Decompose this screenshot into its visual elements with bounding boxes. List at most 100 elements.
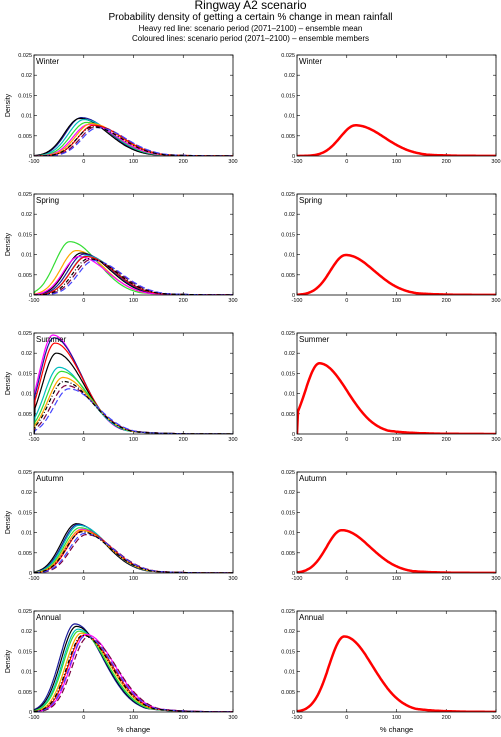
y-axis-label: Density bbox=[5, 93, 12, 117]
density-curve-0 bbox=[297, 635, 496, 712]
y-tick-label: 0.02 bbox=[21, 73, 32, 79]
x-tick-label: 200 bbox=[442, 576, 451, 582]
y-tick-label: 0.005 bbox=[18, 551, 32, 557]
y-tick-label: 0.01 bbox=[21, 114, 32, 120]
y-tick-label: 0 bbox=[29, 154, 32, 160]
density-curve-8 bbox=[34, 635, 233, 712]
curve-group bbox=[34, 241, 233, 295]
y-tick-label: 0.015 bbox=[18, 232, 32, 238]
x-tick-label: 100 bbox=[129, 159, 138, 165]
y-axis-label: Density bbox=[5, 510, 12, 534]
x-tick-label: 100 bbox=[129, 576, 138, 582]
x-tick-label: 200 bbox=[179, 298, 188, 304]
y-tick-label: 0.02 bbox=[284, 212, 295, 218]
y-tick-label: 0.015 bbox=[281, 232, 295, 238]
x-tick-label: 100 bbox=[392, 437, 401, 443]
y-tick-label: 0.025 bbox=[18, 470, 32, 476]
y-tick-label: 0.005 bbox=[18, 412, 32, 418]
panel-title: Annual bbox=[36, 613, 61, 622]
axes-box bbox=[33, 610, 234, 713]
y-tick-label: 0.025 bbox=[18, 331, 32, 337]
panel-title: Annual bbox=[299, 613, 324, 622]
y-tick-label: 0.025 bbox=[18, 609, 32, 615]
y-tick-label: 0.005 bbox=[18, 690, 32, 696]
panel-title: Autumn bbox=[36, 474, 64, 483]
x-tick-label: -100 bbox=[28, 159, 39, 165]
x-tick-label: 200 bbox=[179, 159, 188, 165]
x-tick-label: 0 bbox=[345, 715, 348, 721]
y-tick-label: 0.02 bbox=[21, 212, 32, 218]
x-tick-label: 100 bbox=[129, 298, 138, 304]
x-tick-label: 300 bbox=[228, 576, 237, 582]
y-tick-label: 0.01 bbox=[21, 531, 32, 537]
x-tick-label: 200 bbox=[442, 715, 451, 721]
density-curve-9 bbox=[34, 380, 233, 434]
x-tick-label: -100 bbox=[28, 576, 39, 582]
axes-box bbox=[33, 54, 234, 157]
density-curve-0 bbox=[34, 334, 233, 434]
density-curve-0 bbox=[297, 124, 496, 156]
y-tick-label: 0.015 bbox=[18, 93, 32, 99]
density-curve-3 bbox=[34, 352, 233, 434]
x-tick-label: -100 bbox=[291, 576, 302, 582]
y-tick-label: 0 bbox=[292, 710, 295, 716]
y-tick-label: 0.02 bbox=[21, 490, 32, 496]
panel-title: Spring bbox=[36, 196, 59, 205]
panel-title: Summer bbox=[36, 335, 67, 344]
x-tick-label: 100 bbox=[129, 437, 138, 443]
y-tick-label: 0.02 bbox=[21, 629, 32, 635]
curve-group bbox=[297, 528, 496, 573]
y-tick-label: 0.025 bbox=[18, 192, 32, 198]
x-tick-label: 300 bbox=[491, 715, 500, 721]
x-tick-label: 300 bbox=[228, 437, 237, 443]
y-tick-label: 0.005 bbox=[281, 134, 295, 140]
density-curve-0 bbox=[297, 528, 496, 573]
y-axis-label: Density bbox=[5, 232, 12, 256]
panel-title: Winter bbox=[36, 57, 59, 66]
y-tick-label: 0.015 bbox=[18, 510, 32, 516]
y-tick-label: 0.01 bbox=[284, 253, 295, 259]
x-tick-label: 0 bbox=[345, 298, 348, 304]
axes-box bbox=[33, 471, 234, 574]
y-tick-label: 0 bbox=[29, 571, 32, 577]
density-curve-5 bbox=[34, 370, 233, 434]
figure-titles: Ringway A2 scenario Probability density … bbox=[0, 0, 501, 44]
x-tick-label: 200 bbox=[442, 159, 451, 165]
x-tick-label: 300 bbox=[491, 298, 500, 304]
y-tick-label: 0.005 bbox=[281, 690, 295, 696]
axes-box bbox=[296, 332, 497, 435]
note-ensemble-members: Coloured lines: scenario period (2071–21… bbox=[131, 34, 370, 43]
y-tick-label: 0.02 bbox=[284, 351, 295, 357]
y-tick-label: 0.025 bbox=[281, 192, 295, 198]
x-tick-label: 100 bbox=[129, 715, 138, 721]
x-axis-label: % change bbox=[117, 725, 150, 734]
y-tick-label: 0.025 bbox=[18, 53, 32, 59]
y-tick-label: 0 bbox=[292, 154, 295, 160]
curve-group bbox=[34, 623, 233, 712]
x-tick-label: 0 bbox=[82, 576, 85, 582]
y-tick-label: 0.02 bbox=[284, 490, 295, 496]
panel-title: Autumn bbox=[299, 474, 327, 483]
x-tick-label: -100 bbox=[291, 715, 302, 721]
x-tick-label: -100 bbox=[28, 715, 39, 721]
x-tick-label: 300 bbox=[228, 159, 237, 165]
y-tick-label: 0.015 bbox=[18, 649, 32, 655]
y-tick-label: 0.01 bbox=[284, 670, 295, 676]
y-tick-label: 0.02 bbox=[284, 629, 295, 635]
curve-group bbox=[34, 116, 233, 156]
y-tick-label: 0.005 bbox=[18, 273, 32, 279]
curve-group bbox=[297, 124, 496, 156]
y-tick-label: 0.005 bbox=[281, 273, 295, 279]
y-tick-label: 0.02 bbox=[284, 73, 295, 79]
y-tick-label: 0.01 bbox=[21, 670, 32, 676]
x-tick-label: 300 bbox=[491, 576, 500, 582]
axes-box bbox=[296, 193, 497, 296]
x-tick-label: 300 bbox=[491, 159, 500, 165]
x-tick-label: 0 bbox=[82, 159, 85, 165]
y-axis-label: Density bbox=[5, 649, 12, 673]
axes-box bbox=[296, 471, 497, 574]
panel-title: Summer bbox=[299, 335, 330, 344]
